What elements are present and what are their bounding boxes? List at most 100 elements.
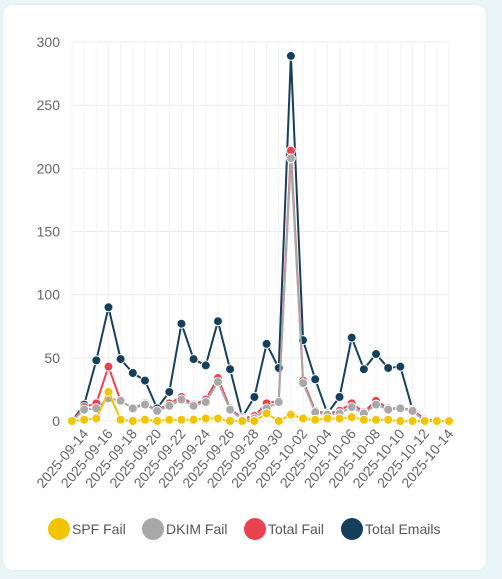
data-point[interactable] xyxy=(273,397,284,408)
y-tick-label: 300 xyxy=(37,34,61,50)
data-point[interactable] xyxy=(188,354,199,365)
legend-item[interactable]: DKIM Fail xyxy=(142,518,227,540)
data-point[interactable] xyxy=(285,409,296,420)
legend-swatch xyxy=(341,518,363,540)
data-point[interactable] xyxy=(127,416,138,426)
data-point[interactable] xyxy=(176,394,187,405)
data-point[interactable] xyxy=(115,354,126,365)
data-point[interactable] xyxy=(103,361,114,372)
data-point[interactable] xyxy=(407,405,418,416)
series-total-emails xyxy=(67,50,454,426)
data-point[interactable] xyxy=(249,391,260,402)
data-point[interactable] xyxy=(176,414,187,425)
data-point[interactable] xyxy=(139,399,150,410)
series-spf-fail xyxy=(67,386,454,426)
data-point[interactable] xyxy=(67,416,77,426)
data-point[interactable] xyxy=(188,400,199,411)
data-point[interactable] xyxy=(152,416,163,426)
data-point[interactable] xyxy=(115,395,126,406)
data-point[interactable] xyxy=(273,362,284,373)
y-tick-label: 100 xyxy=(37,287,61,303)
data-point[interactable] xyxy=(152,405,163,416)
data-point[interactable] xyxy=(395,403,406,414)
data-point[interactable] xyxy=(139,414,150,425)
data-point[interactable] xyxy=(273,416,284,426)
data-point[interactable] xyxy=(164,400,175,411)
data-point[interactable] xyxy=(346,402,357,413)
data-point[interactable] xyxy=(79,404,90,415)
data-point[interactable] xyxy=(285,50,296,61)
data-point[interactable] xyxy=(225,404,236,415)
data-point[interactable] xyxy=(237,416,248,426)
data-point[interactable] xyxy=(346,412,357,423)
data-point[interactable] xyxy=(407,416,418,426)
data-point[interactable] xyxy=(334,413,345,424)
data-point[interactable] xyxy=(200,413,211,424)
legend-item[interactable]: Total Fail xyxy=(244,518,324,540)
data-point[interactable] xyxy=(164,414,175,425)
data-point[interactable] xyxy=(395,361,406,372)
data-point[interactable] xyxy=(261,408,272,419)
y-tick-label: 200 xyxy=(37,160,61,176)
legend-swatch xyxy=(48,518,70,540)
legend-item[interactable]: SPF Fail xyxy=(48,518,126,540)
data-point[interactable] xyxy=(212,376,223,387)
data-point[interactable] xyxy=(298,413,309,424)
data-point[interactable] xyxy=(103,302,114,313)
legend-label: SPF Fail xyxy=(72,521,126,537)
data-point[interactable] xyxy=(395,416,406,426)
data-point[interactable] xyxy=(225,364,236,375)
data-point[interactable] xyxy=(285,153,296,164)
data-point[interactable] xyxy=(79,414,90,425)
legend-label: Total Emails xyxy=(365,521,440,537)
data-point[interactable] xyxy=(91,413,102,424)
data-point[interactable] xyxy=(200,397,211,408)
data-point[interactable] xyxy=(212,413,223,424)
data-point[interactable] xyxy=(346,332,357,343)
data-point[interactable] xyxy=(188,414,199,425)
chart-card xyxy=(3,5,486,570)
data-point[interactable] xyxy=(431,416,442,426)
y-tick-label: 50 xyxy=(44,350,60,366)
data-point[interactable] xyxy=(103,386,114,397)
data-point[interactable] xyxy=(358,414,369,425)
data-point[interactable] xyxy=(225,416,236,426)
data-point[interactable] xyxy=(298,378,309,389)
data-point[interactable] xyxy=(371,414,382,425)
data-point[interactable] xyxy=(127,403,138,414)
data-point[interactable] xyxy=(383,362,394,373)
data-point[interactable] xyxy=(127,367,138,378)
data-point[interactable] xyxy=(358,364,369,375)
y-tick-label: 0 xyxy=(52,413,60,429)
y-tick-label: 150 xyxy=(37,224,61,240)
legend-swatch xyxy=(142,518,164,540)
data-point[interactable] xyxy=(419,416,430,426)
data-point[interactable] xyxy=(115,414,126,425)
data-point[interactable] xyxy=(261,338,272,349)
series-total-fail xyxy=(67,145,454,426)
data-point[interactable] xyxy=(139,375,150,386)
legend-swatch xyxy=(244,518,266,540)
data-point[interactable] xyxy=(322,413,333,424)
data-point[interactable] xyxy=(249,416,260,426)
data-point[interactable] xyxy=(444,416,454,426)
data-point[interactable] xyxy=(383,414,394,425)
y-tick-label: 250 xyxy=(37,97,61,113)
data-point[interactable] xyxy=(383,404,394,415)
data-point[interactable] xyxy=(164,386,175,397)
data-point[interactable] xyxy=(371,349,382,360)
data-point[interactable] xyxy=(371,399,382,410)
legend-label: DKIM Fail xyxy=(166,521,227,537)
data-point[interactable] xyxy=(310,374,321,385)
series-dkim-fail xyxy=(67,153,454,426)
data-point[interactable] xyxy=(334,391,345,402)
data-point[interactable] xyxy=(91,355,102,366)
data-point[interactable] xyxy=(310,414,321,425)
legend-item[interactable]: Total Emails xyxy=(341,518,440,540)
data-point[interactable] xyxy=(200,360,211,371)
series-line xyxy=(71,157,449,422)
data-point[interactable] xyxy=(176,318,187,329)
data-point[interactable] xyxy=(212,316,223,327)
legend-label: Total Fail xyxy=(268,521,324,537)
